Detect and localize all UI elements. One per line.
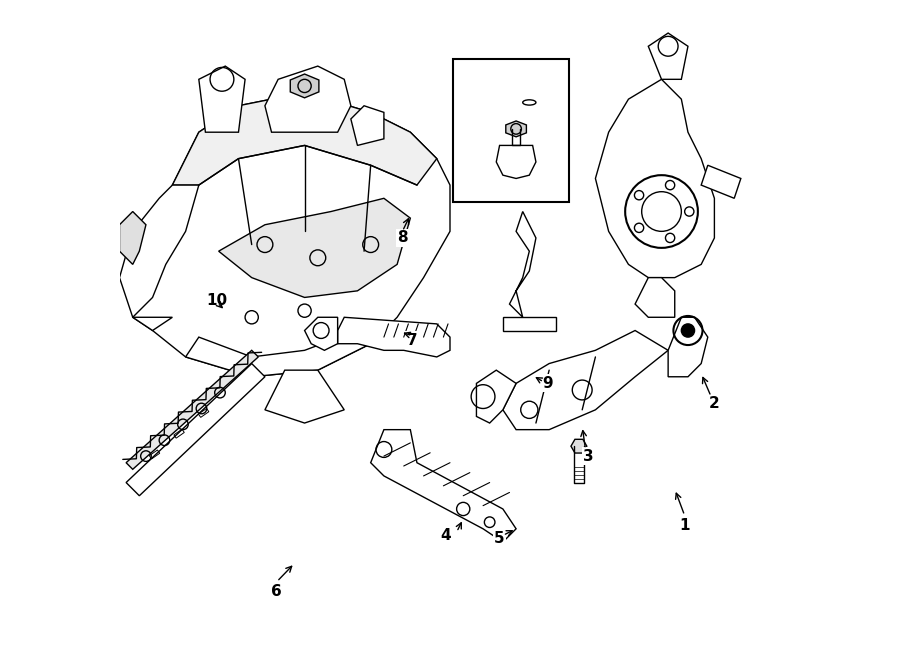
Polygon shape [185, 330, 371, 377]
Polygon shape [476, 370, 516, 423]
Text: 2: 2 [709, 396, 720, 410]
Text: 7: 7 [407, 333, 418, 348]
Polygon shape [338, 317, 450, 357]
Text: 1: 1 [680, 518, 690, 533]
Polygon shape [503, 317, 556, 330]
Polygon shape [126, 364, 265, 496]
Polygon shape [265, 370, 344, 423]
Polygon shape [503, 330, 668, 430]
Polygon shape [132, 317, 173, 330]
Text: 8: 8 [397, 231, 408, 245]
Polygon shape [635, 278, 675, 317]
Text: 4: 4 [440, 528, 451, 543]
Bar [149, 450, 159, 459]
Text: 6: 6 [272, 584, 283, 599]
Polygon shape [120, 212, 146, 264]
Polygon shape [648, 33, 688, 79]
Polygon shape [219, 198, 410, 297]
Circle shape [681, 324, 695, 337]
Text: 3: 3 [583, 449, 594, 463]
Polygon shape [173, 93, 436, 185]
Polygon shape [496, 145, 536, 178]
Polygon shape [265, 66, 351, 132]
Polygon shape [668, 317, 707, 377]
Bar [174, 429, 184, 438]
Text: 9: 9 [543, 376, 553, 391]
Polygon shape [371, 430, 516, 542]
Bar [454, 59, 569, 202]
Bar [198, 408, 209, 417]
Text: 5: 5 [494, 531, 505, 546]
Text: 10: 10 [207, 293, 228, 308]
Polygon shape [571, 440, 587, 453]
Polygon shape [291, 74, 319, 98]
Polygon shape [506, 121, 526, 137]
Polygon shape [304, 317, 338, 350]
Polygon shape [701, 165, 741, 198]
Polygon shape [596, 79, 715, 278]
Polygon shape [132, 93, 450, 377]
Polygon shape [199, 66, 245, 132]
Polygon shape [126, 350, 258, 469]
Polygon shape [120, 185, 199, 317]
Polygon shape [351, 106, 384, 145]
Polygon shape [509, 212, 536, 317]
